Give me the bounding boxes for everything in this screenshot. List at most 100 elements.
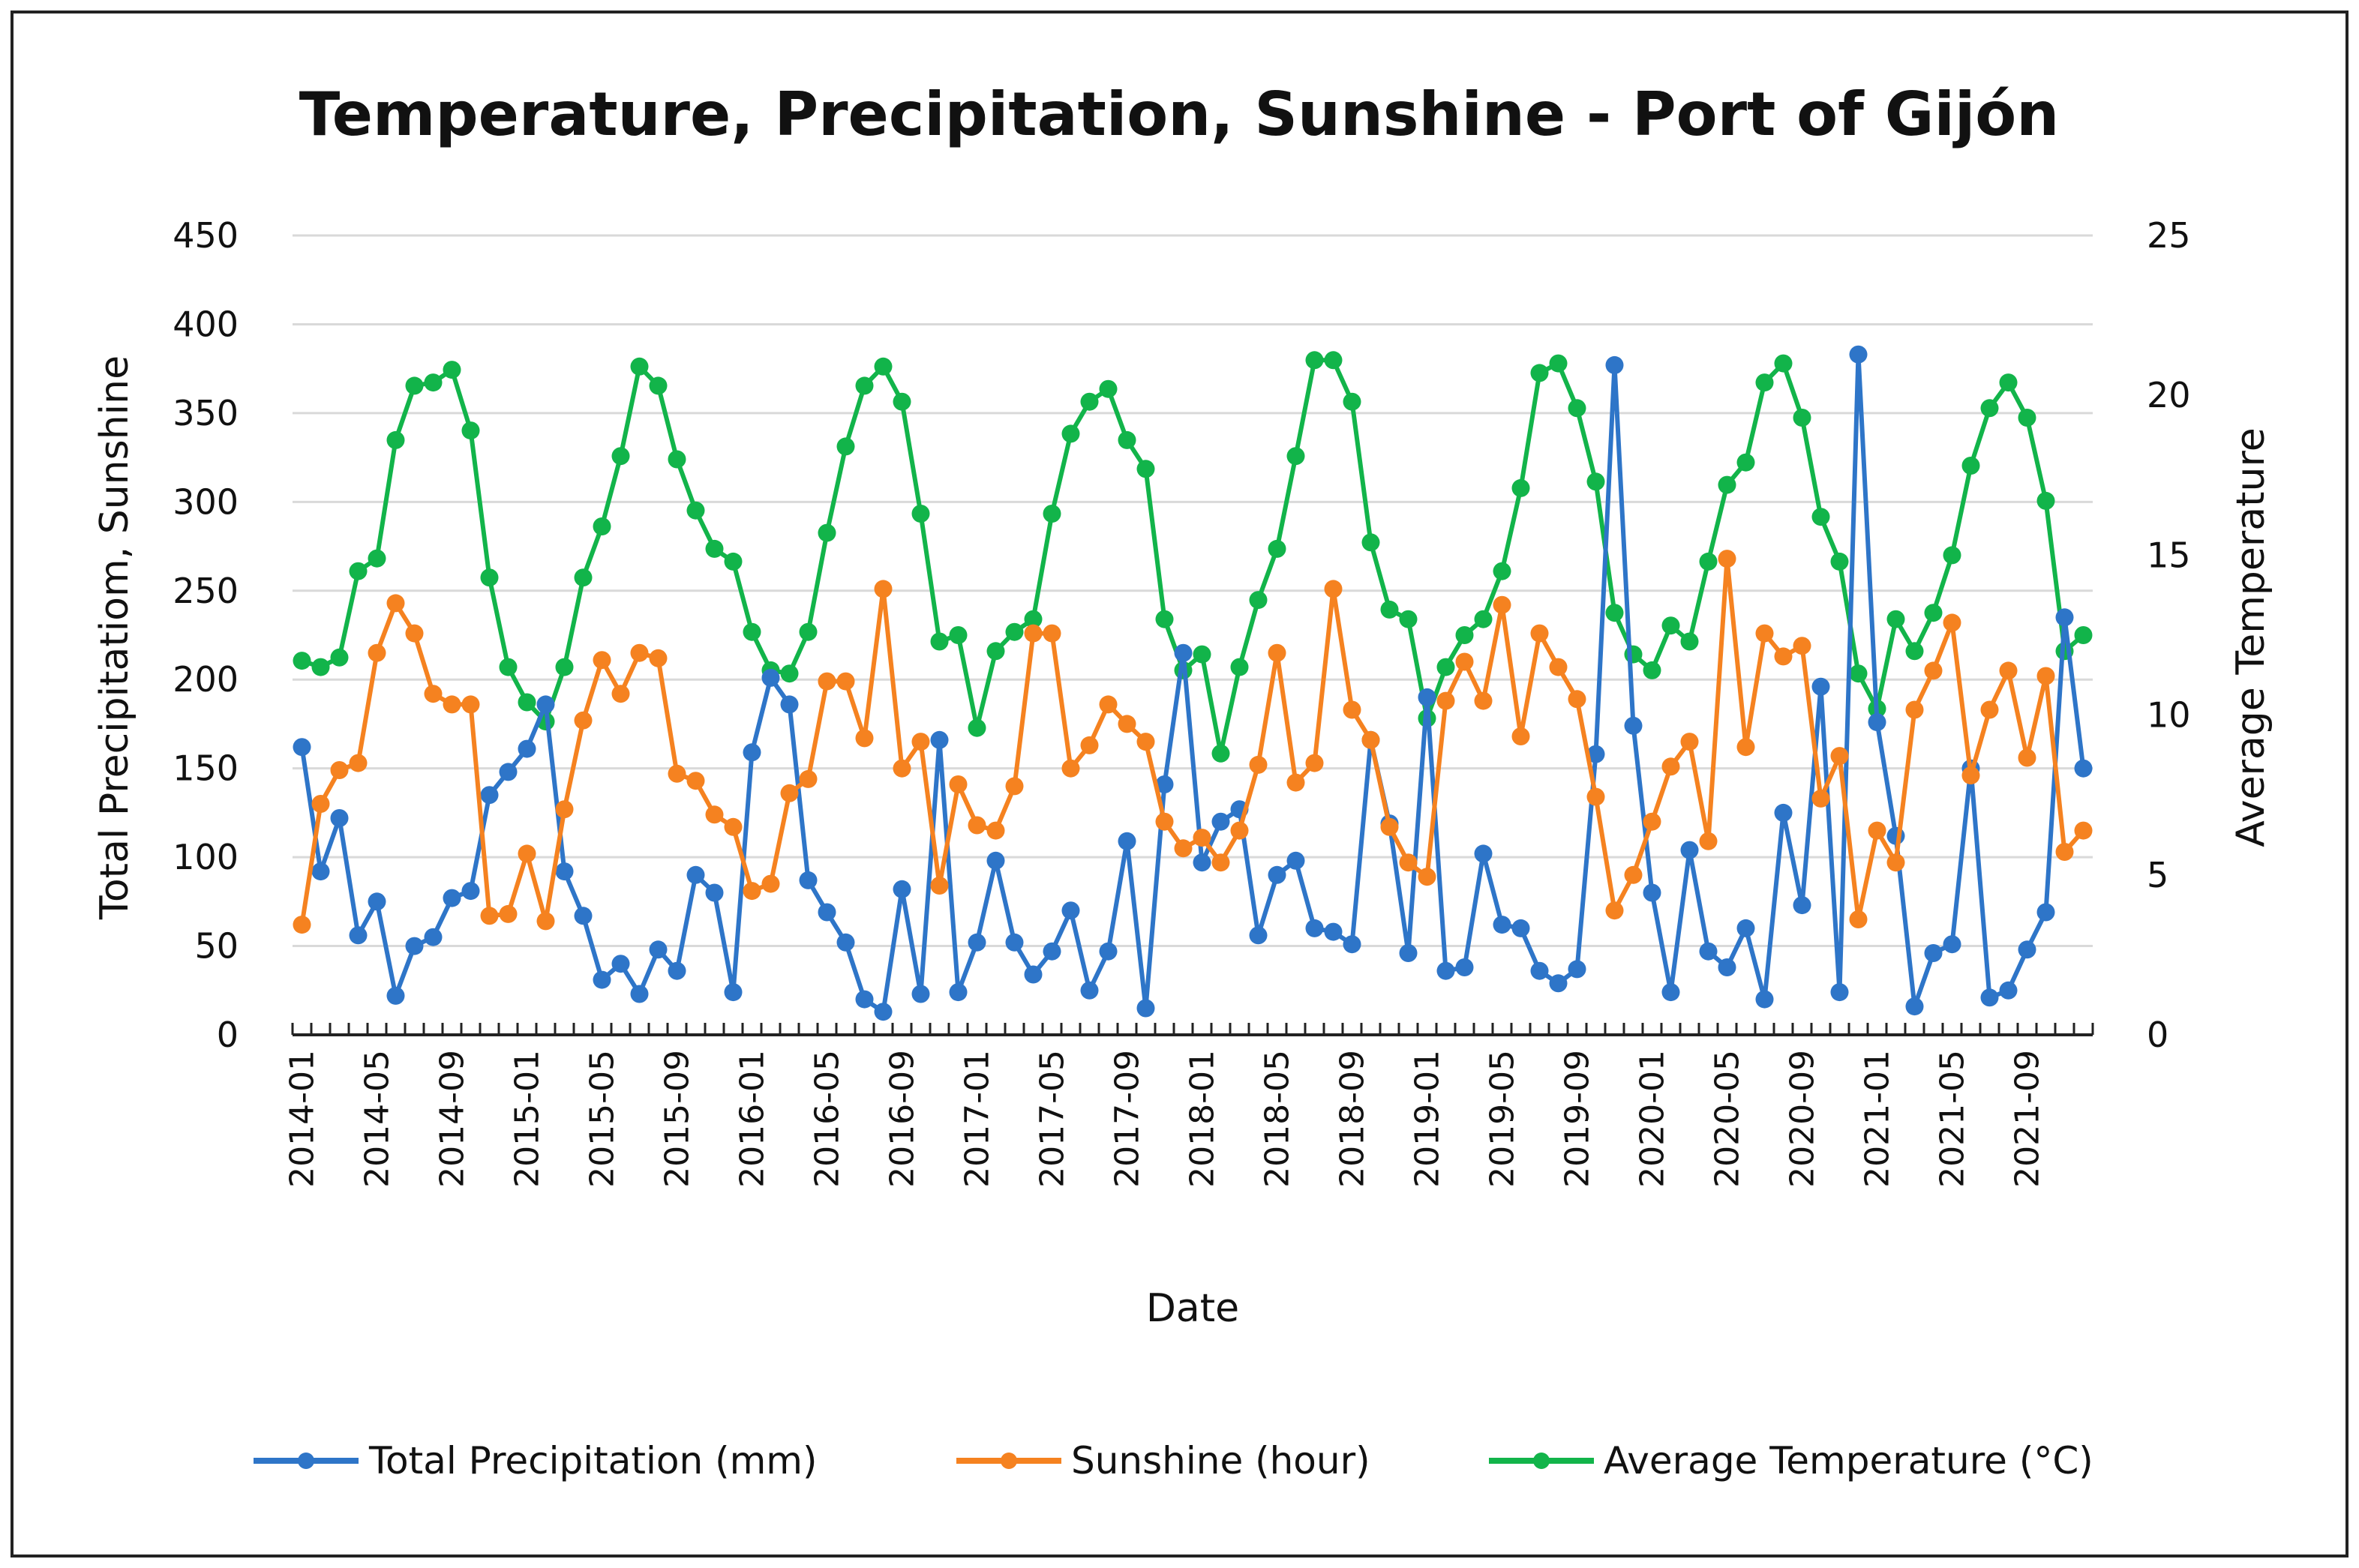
data-point-precipitation [911,985,930,1003]
data-point-precipitation [386,986,405,1005]
data-point-precipitation [574,907,593,925]
data-point-temperature [1999,373,2018,392]
data-point-sunshine [1849,910,1868,928]
y-tick-label-left: 450 [173,215,239,256]
chart-frame [11,10,2348,1558]
data-point-temperature [1568,399,1586,418]
data-point-sunshine [386,594,405,613]
y-tick-label-left: 0 [217,1015,239,1055]
data-point-precipitation [1399,944,1418,962]
x-tick-label: 2017-05 [1034,1050,1072,1188]
data-point-sunshine [1399,853,1418,872]
data-point-sunshine [1699,832,1718,850]
data-point-precipitation [518,739,536,758]
x-tick-label: 2019-09 [1559,1050,1597,1188]
data-point-temperature [1605,604,1624,622]
data-point-temperature [1361,533,1380,552]
data-point-precipitation [818,903,836,922]
legend-item-precipitation[interactable]: Total Precipitation (mm) [254,1439,818,1483]
data-point-temperature [1324,351,1343,370]
data-point-sunshine [780,784,799,802]
data-point-sunshine [1811,789,1830,808]
x-tick-label: 2019-01 [1409,1050,1447,1188]
x-tick-label: 2018-01 [1184,1050,1222,1188]
data-point-temperature [1136,460,1155,478]
data-point-precipitation [874,1003,893,1021]
y-axis-left-title: Total Precipitatiom, Sunshine [92,355,137,920]
data-point-precipitation [968,933,986,952]
data-point-sunshine [593,651,611,670]
data-point-temperature [1249,591,1268,610]
legend: Total Precipitation (mm) Sunshine (hour)… [254,1439,2093,1483]
data-point-temperature [1455,626,1474,644]
data-point-sunshine [1793,637,1811,655]
data-point-temperature [855,376,874,395]
data-point-sunshine [668,764,686,783]
data-point-temperature [1230,658,1249,676]
data-point-temperature [1193,645,1211,664]
data-point-sunshine [443,695,461,714]
data-point-sunshine [1155,812,1174,831]
data-point-temperature [1699,552,1718,571]
data-point-sunshine [2055,843,2074,861]
legend-marker-precipitation [298,1453,314,1469]
data-point-temperature [1286,447,1305,466]
data-point-precipitation [1511,919,1530,937]
data-point-precipitation [1980,988,1999,1007]
data-point-precipitation [1568,960,1586,979]
data-point-temperature [780,664,799,683]
data-point-precipitation [461,882,480,901]
data-point-precipitation [593,970,611,989]
data-point-sunshine [1605,901,1624,920]
data-point-sunshine [574,711,593,730]
data-point-precipitation [1324,922,1343,941]
data-point-temperature [368,549,386,568]
data-point-sunshine [1361,730,1380,749]
data-point-temperature [1080,392,1099,411]
data-point-sunshine [611,685,630,703]
data-point-sunshine [1755,624,1774,643]
data-point-precipitation [1549,974,1568,993]
data-point-sunshine [480,907,499,925]
data-point-sunshine [761,874,780,893]
data-point-sunshine [1080,736,1099,754]
data-point-precipitation [1943,935,1961,954]
legend-item-sunshine[interactable]: Sunshine (hour) [956,1439,1370,1483]
y-tick-label-right: 0 [2147,1015,2168,1055]
x-tick-label: 2021-05 [1934,1050,1972,1188]
x-tick-label: 2018-05 [1259,1050,1297,1188]
legend-item-temperature[interactable]: Average Temperature (°C) [1489,1439,2093,1483]
data-point-sunshine [1343,700,1361,719]
data-point-sunshine [1586,787,1605,806]
data-point-temperature [1943,546,1961,565]
data-point-precipitation [443,889,461,907]
data-point-temperature [911,505,930,523]
data-point-temperature [1793,409,1811,427]
data-point-precipitation [743,743,761,762]
data-point-precipitation [1736,919,1755,937]
data-point-sunshine [555,800,574,819]
y-axis-right-ticks: 0 5 10 15 20 25 [2147,215,2191,1055]
data-point-sunshine [1530,624,1549,643]
data-point-precipitation [1643,883,1661,902]
data-point-temperature [1511,478,1530,497]
data-point-temperature [1980,399,1999,418]
data-point-temperature [1380,600,1399,619]
data-point-sunshine [1061,759,1080,778]
data-point-temperature [1436,658,1455,676]
data-point-temperature [1024,610,1043,628]
x-tick-label: 2021-01 [1859,1050,1897,1188]
data-point-precipitation [1474,844,1493,863]
x-tick-label: 2020-09 [1784,1050,1822,1188]
data-point-precipitation [2018,940,2036,959]
data-point-sunshine [461,695,480,714]
data-point-temperature [1624,645,1643,664]
data-point-sunshine [2074,821,2093,840]
data-point-temperature [1811,508,1830,526]
data-point-temperature [1305,351,1324,370]
data-point-temperature [986,642,1005,661]
data-point-sunshine [1493,595,1511,614]
data-point-sunshine [424,685,443,703]
x-tick-label: 2015-01 [509,1050,547,1188]
data-point-sunshine [930,877,949,895]
